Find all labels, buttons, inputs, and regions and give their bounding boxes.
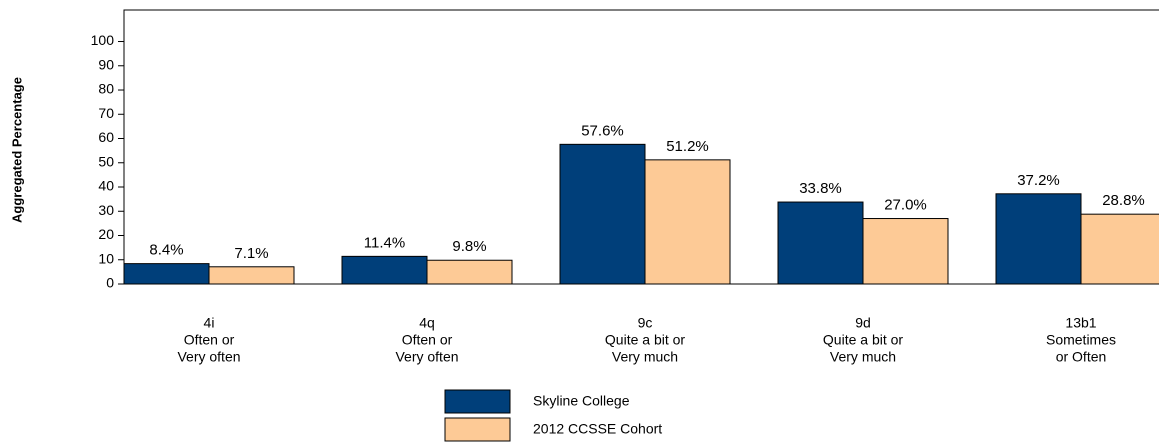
value-label: 7.1% <box>234 245 268 262</box>
bar <box>862 218 949 285</box>
legend-label: 2012 CCSSE Cohort <box>533 421 662 437</box>
bar <box>341 255 428 285</box>
x-tick-label: Very much <box>830 349 896 365</box>
value-label: 27.0% <box>884 196 927 213</box>
value-label: 8.4% <box>149 242 183 259</box>
value-label: 9.8% <box>452 238 486 255</box>
value-label: 37.2% <box>1017 172 1060 189</box>
bar <box>208 266 295 285</box>
value-label: 11.4% <box>364 234 405 251</box>
value-label: 33.8% <box>799 180 842 197</box>
y-tick-label: 60 <box>98 129 114 145</box>
bar <box>777 201 864 285</box>
x-tick-label: 13b1 <box>1065 315 1096 331</box>
x-tick-label: Often or <box>402 332 453 348</box>
y-tick-label: 90 <box>98 56 114 72</box>
value-label: 28.8% <box>1102 192 1145 209</box>
bar <box>644 159 731 285</box>
y-tick-label: 80 <box>98 81 114 97</box>
x-tick-label: Quite a bit or <box>823 332 903 348</box>
x-tick-label: Quite a bit or <box>605 332 685 348</box>
value-label: 51.2% <box>666 138 709 155</box>
x-tick-label: Often or <box>184 332 235 348</box>
bar <box>123 263 210 285</box>
bar <box>995 193 1082 285</box>
y-tick-label: 0 <box>106 275 114 291</box>
y-tick-label: 30 <box>98 202 114 218</box>
legend-swatch <box>444 417 511 442</box>
y-tick-label: 40 <box>98 178 114 194</box>
y-tick-label: 20 <box>98 226 114 242</box>
x-tick-label: 4i <box>204 315 215 331</box>
legend-label: Skyline College <box>533 393 630 409</box>
legend-swatch <box>444 389 511 414</box>
x-tick-label: 9d <box>855 315 871 331</box>
x-tick-label: Sometimes <box>1046 332 1116 348</box>
bar <box>1080 213 1159 285</box>
value-label: 57.6% <box>581 122 624 139</box>
x-tick-label: Very often <box>395 349 458 365</box>
x-tick-label: Very much <box>612 349 678 365</box>
x-tick-label: 9c <box>638 315 653 331</box>
bar <box>559 143 646 285</box>
x-tick-label: or Often <box>1056 349 1107 365</box>
x-tick-label: Very often <box>177 349 240 365</box>
y-tick-label: 50 <box>98 153 114 169</box>
y-axis-label: Aggregated Percentage <box>9 77 24 223</box>
x-tick-label: 4q <box>419 315 435 331</box>
bar <box>426 259 513 285</box>
y-tick-label: 100 <box>91 32 115 48</box>
y-tick-label: 10 <box>98 250 114 266</box>
y-tick-label: 70 <box>98 105 114 121</box>
